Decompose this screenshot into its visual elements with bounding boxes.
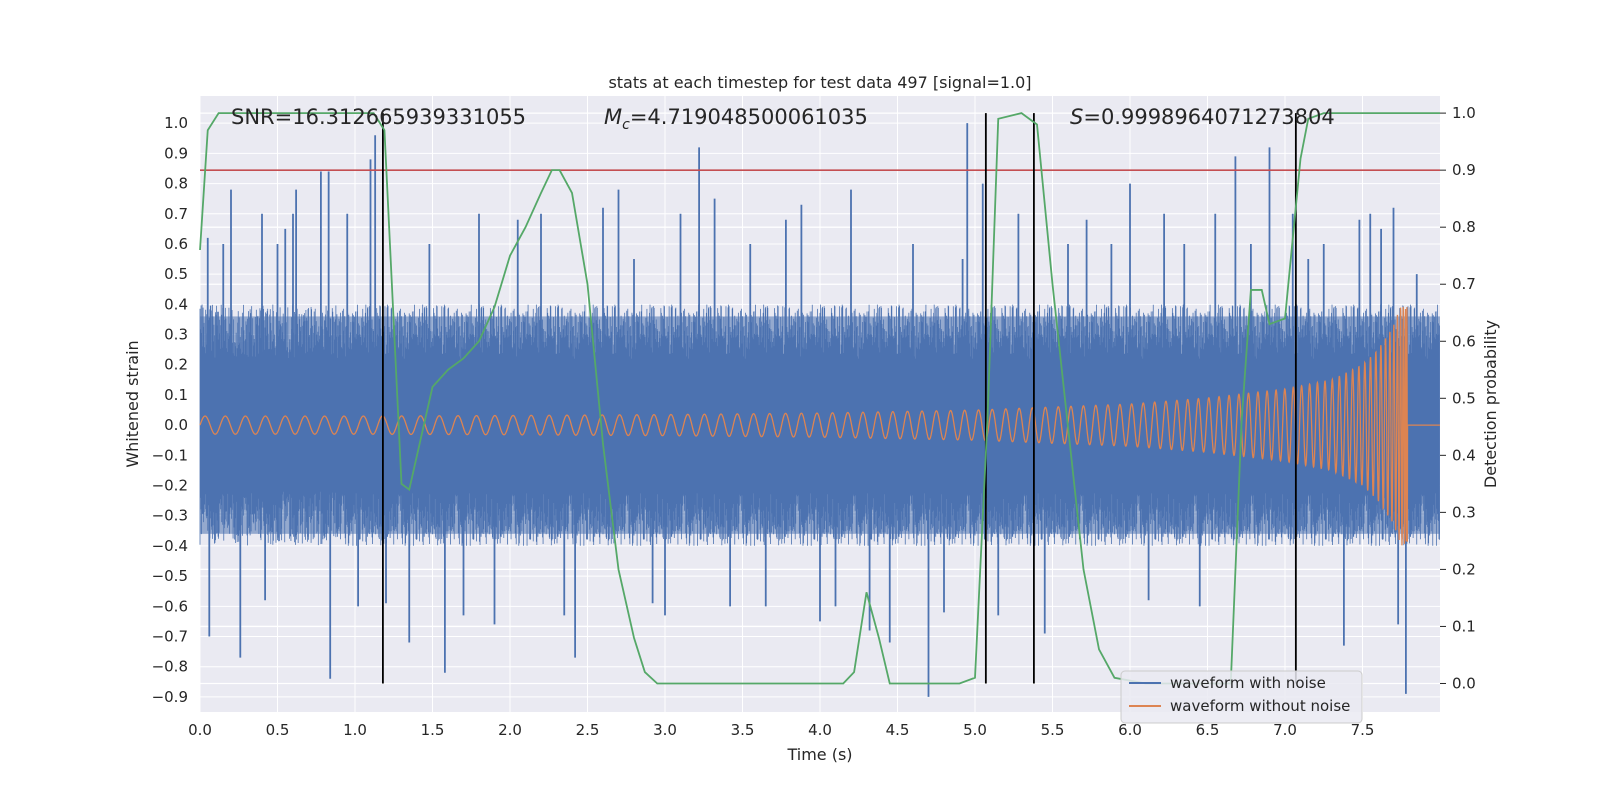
x-tick-label: 5.0 (963, 721, 987, 739)
tick-labels-layer: 0.0 0.5 1.0 1.5 2.0 2.5 3.0 3.5 4.0 4.5 5.0 5.5 6.0 6… (152, 104, 1476, 739)
chirp-mass-subscript: c (622, 117, 630, 133)
right-y-tick-label: 0.9 (1452, 161, 1476, 179)
x-tick-label: 0.5 (266, 721, 290, 739)
detection-statistic-value: =0.9998964071273804 (1083, 105, 1334, 129)
waveform-with-noise-layer (199, 123, 1440, 697)
legend-label-clean: waveform without noise (1170, 697, 1350, 715)
y-tick-label: −0.9 (152, 688, 188, 706)
right-y-tick-label: 0.7 (1452, 275, 1476, 293)
y-tick-label: 0.9 (164, 144, 188, 162)
y-tick-label: 1.0 (164, 114, 188, 132)
x-tick-label: 5.5 (1041, 721, 1065, 739)
chirp-mass-annotation: Mc=4.719048500061035 (604, 105, 868, 133)
right-y-tick-label: 0.4 (1452, 446, 1476, 464)
legend-box (1120, 670, 1363, 724)
y-tick-label: 0.0 (164, 416, 188, 434)
x-tick-label: 6.5 (1196, 721, 1220, 739)
chirp-mass-symbol: M (604, 105, 622, 129)
x-tick-label: 3.0 (653, 721, 677, 739)
x-tick-label: 2.5 (576, 721, 600, 739)
y-tick-label: −0.1 (152, 446, 188, 464)
y-tick-label: 0.3 (164, 326, 188, 344)
right-y-tick-label: 0.6 (1452, 332, 1476, 350)
right-y-axis-label: Detection probability (1481, 320, 1500, 488)
y-tick-label: −0.8 (152, 658, 188, 676)
y-tick-label: 0.8 (164, 175, 188, 193)
right-y-tick-label: 0.0 (1452, 674, 1476, 692)
y-tick-label: 0.6 (164, 235, 188, 253)
x-tick-label: 7.5 (1351, 721, 1375, 739)
noise-waveform-core (200, 316, 1440, 534)
y-tick-label: −0.4 (152, 537, 188, 555)
y-tick-label: 0.4 (164, 295, 188, 313)
right-y-tick-label: 0.1 (1452, 617, 1476, 635)
x-tick-label: 3.5 (731, 721, 755, 739)
right-y-tick-label: 0.3 (1452, 503, 1476, 521)
y-tick-label: 0.1 (164, 386, 188, 404)
x-tick-label: 6.0 (1118, 721, 1142, 739)
waveform-without-noise-layer (199, 306, 1440, 546)
x-axis-label: Time (s) (786, 745, 852, 764)
y-tick-label: −0.2 (152, 477, 188, 495)
detection-statistic-annotation: S=0.9998964071273804 (1070, 105, 1335, 129)
x-tick-label: 7.0 (1273, 721, 1297, 739)
y-tick-label: −0.3 (152, 507, 188, 525)
detection-statistic-symbol: S (1070, 105, 1083, 129)
x-tick-label: 4.0 (808, 721, 832, 739)
y-tick-label: −0.7 (152, 628, 188, 646)
y-axis-label: Whitened strain (123, 340, 142, 467)
y-tick-label: 0.5 (164, 265, 188, 283)
x-tick-label: 1.0 (343, 721, 367, 739)
legend-label-noise: waveform with noise (1170, 674, 1326, 692)
right-y-tick-label: 1.0 (1452, 104, 1476, 122)
legend: waveform with noise waveform without noi… (1120, 670, 1363, 724)
snr-annotation: SNR=16.312665939331055 (231, 105, 526, 129)
x-tick-label: 2.0 (498, 721, 522, 739)
right-y-tick-label: 0.2 (1452, 560, 1476, 578)
y-tick-label: −0.5 (152, 567, 188, 585)
right-y-tick-label: 0.5 (1452, 389, 1476, 407)
chart-title: stats at each timestep for test data 497… (608, 73, 1031, 92)
right-y-tick-label: 0.8 (1452, 218, 1476, 236)
chirp-mass-value: =4.719048500061035 (630, 105, 868, 129)
x-tick-label: 4.5 (886, 721, 910, 739)
y-tick-label: −0.6 (152, 597, 188, 615)
x-tick-label: 0.0 (188, 721, 212, 739)
clean-waveform-line (199, 306, 1440, 546)
x-tick-label: 1.5 (421, 721, 445, 739)
y-tick-label: 0.7 (164, 205, 188, 223)
y-tick-label: 0.2 (164, 356, 188, 374)
